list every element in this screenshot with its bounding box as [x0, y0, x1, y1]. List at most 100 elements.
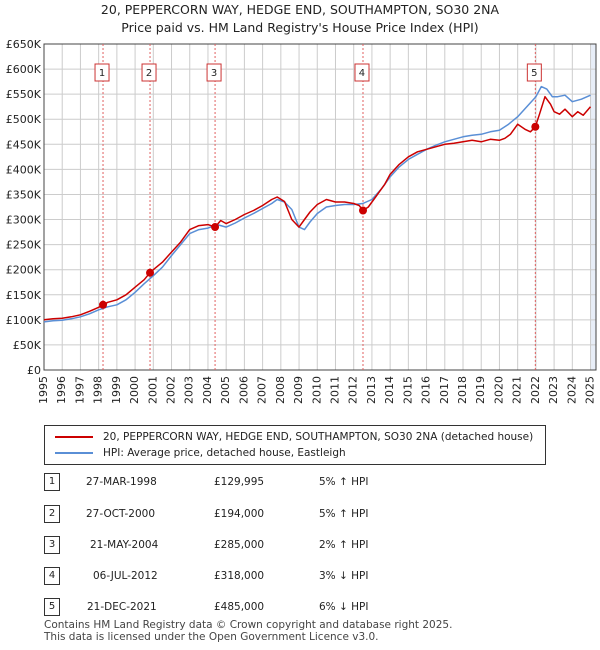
- x-tick-label: 2019: [474, 376, 487, 404]
- y-tick-label: £150K: [6, 289, 42, 302]
- future-shade: [590, 44, 596, 370]
- sale-point: [358, 206, 367, 215]
- sale-number-badge: 3: [44, 536, 60, 554]
- x-tick-label: 2005: [219, 376, 232, 404]
- sale-row: 5 21-DEC-2021 £485,000 6% ↓ HPI: [0, 597, 600, 617]
- x-tick-label: 2002: [165, 376, 178, 404]
- sale-marker-box: [141, 63, 157, 82]
- y-tick-label: £450K: [6, 138, 42, 151]
- x-tick-label: 2015: [401, 376, 414, 404]
- x-tick-label: 2009: [292, 376, 305, 404]
- sale-date: 27-OCT-2000: [86, 508, 155, 520]
- sale-date: 27-MAR-1998: [86, 476, 157, 488]
- plot-area: [44, 44, 596, 370]
- legend-label-price: 20, PEPPERCORN WAY, HEDGE END, SOUTHAMPT…: [103, 431, 534, 443]
- y-tick-label: £350K: [6, 188, 42, 201]
- x-tick-label: 1996: [55, 376, 68, 404]
- sale-marker-label: 2: [146, 68, 152, 79]
- price-chart: £0 £50K £100K £150K £200K £250K £300K £350K £400…: [6, 38, 597, 404]
- sale-marker-label: 1: [99, 68, 105, 79]
- sale-marker-label: 3: [211, 68, 217, 79]
- sale-price: £485,000: [214, 601, 265, 613]
- y-tick-label: £400K: [6, 163, 42, 176]
- x-tick-label: 2022: [529, 376, 542, 404]
- sale-row: 3 21-MAY-2004 £285,000 2% ↑ HPI: [0, 535, 600, 555]
- y-tick-label: £0: [27, 364, 41, 377]
- x-tick-label: 2017: [438, 376, 451, 404]
- x-tick-label: 2004: [201, 376, 214, 404]
- x-tick-label: 2011: [328, 376, 341, 404]
- sale-row: 1 27-MAR-1998 £129,995 5% ↑ HPI: [0, 472, 600, 492]
- x-tick-label: 2001: [146, 376, 159, 404]
- x-tick-label: 2000: [128, 376, 141, 404]
- sale-price: £285,000: [214, 539, 265, 551]
- y-tick-label: £650K: [6, 38, 42, 51]
- sale-hpi-diff: 3% ↓ HPI: [319, 570, 369, 582]
- sale-hpi-diff: 6% ↓ HPI: [319, 601, 369, 613]
- sale-marker-label: 5: [531, 68, 537, 79]
- x-tick-label: 2024: [565, 376, 578, 404]
- sale-point: [146, 268, 155, 277]
- y-tick-label: £550K: [6, 88, 42, 101]
- sale-marker-box: [526, 63, 542, 82]
- plot-frame: [43, 43, 597, 371]
- x-tick-label: 1995: [37, 376, 50, 404]
- x-tick-label: 1998: [92, 376, 105, 404]
- x-tick-label: 2006: [237, 376, 250, 404]
- x-tick-label: 2010: [310, 376, 323, 404]
- chart-subtitle: Price paid vs. HM Land Registry's House …: [121, 20, 479, 35]
- x-tick-label: 2008: [274, 376, 287, 404]
- sale-marker-box: [94, 63, 110, 82]
- y-tick-label: £500K: [6, 113, 42, 126]
- x-tick-label: 2003: [183, 376, 196, 404]
- x-tick-label: 1997: [73, 376, 86, 404]
- chart-legend: 20, PEPPERCORN WAY, HEDGE END, SOUTHAMPT…: [44, 425, 546, 465]
- sale-row: 2 27-OCT-2000 £194,000 5% ↑ HPI: [0, 504, 600, 524]
- x-tick-label: 2016: [420, 376, 433, 404]
- x-tick-label: 2020: [492, 376, 505, 404]
- x-tick-label: 2021: [511, 376, 524, 404]
- y-tick-label: £250K: [6, 239, 42, 252]
- sale-marker-box: [206, 63, 222, 82]
- footer-line-2: This data is licensed under the Open Gov…: [44, 631, 379, 643]
- x-tick-label: 2023: [547, 376, 560, 404]
- legend-entry-price: 20, PEPPERCORN WAY, HEDGE END, SOUTHAMPT…: [55, 429, 533, 445]
- x-tick-label: 2018: [456, 376, 469, 404]
- x-tick-label: 2013: [365, 376, 378, 404]
- y-tick-label: £200K: [6, 264, 42, 277]
- sale-hpi-diff: 5% ↑ HPI: [319, 476, 369, 488]
- footer-line-1: Contains HM Land Registry data © Crown c…: [44, 619, 453, 631]
- hpi-series-line: [43, 85, 591, 323]
- sale-marker-box: [354, 63, 370, 82]
- price-series-line: [43, 95, 592, 321]
- legend-label-hpi: HPI: Average price, detached house, East…: [103, 447, 346, 459]
- legend-entry-hpi: HPI: Average price, detached house, East…: [55, 445, 346, 461]
- sale-number-badge: 4: [44, 567, 60, 585]
- sale-hpi-diff: 5% ↑ HPI: [319, 508, 369, 520]
- sale-hpi-diff: 2% ↑ HPI: [319, 539, 369, 551]
- sale-number-badge: 5: [44, 598, 60, 616]
- chart-title: 20, PEPPERCORN WAY, HEDGE END, SOUTHAMPT…: [100, 2, 500, 17]
- sale-marker-label: 4: [359, 68, 365, 79]
- x-tick-label: 2025: [584, 376, 597, 404]
- x-tick-label: 2014: [383, 376, 396, 404]
- chart-title-block: 20, PEPPERCORN WAY, HEDGE END, SOUTHAMPT…: [0, 1, 600, 37]
- y-tick-label: £50K: [13, 339, 42, 352]
- y-tick-label: £600K: [6, 63, 42, 76]
- x-tick-label: 2007: [256, 376, 269, 404]
- x-tick-label: 2012: [347, 376, 360, 404]
- sale-price: £129,995: [214, 476, 265, 488]
- sale-price: £318,000: [214, 570, 265, 582]
- sale-row: 4 06-JUL-2012 £318,000 3% ↓ HPI: [0, 566, 600, 586]
- legend-swatch-hpi: [55, 452, 93, 454]
- sale-number-badge: 1: [44, 473, 60, 491]
- sale-date: 21-MAY-2004: [90, 539, 159, 551]
- legend-swatch-price: [55, 436, 93, 438]
- sale-number-badge: 2: [44, 505, 60, 523]
- sale-date: 06-JUL-2012: [93, 570, 158, 582]
- x-tick-label: 1999: [110, 376, 123, 404]
- copyright-footer: Contains HM Land Registry data © Crown c…: [44, 619, 452, 643]
- y-tick-label: £100K: [6, 314, 42, 327]
- sale-date: 21-DEC-2021: [87, 601, 157, 613]
- sale-point: [531, 122, 540, 131]
